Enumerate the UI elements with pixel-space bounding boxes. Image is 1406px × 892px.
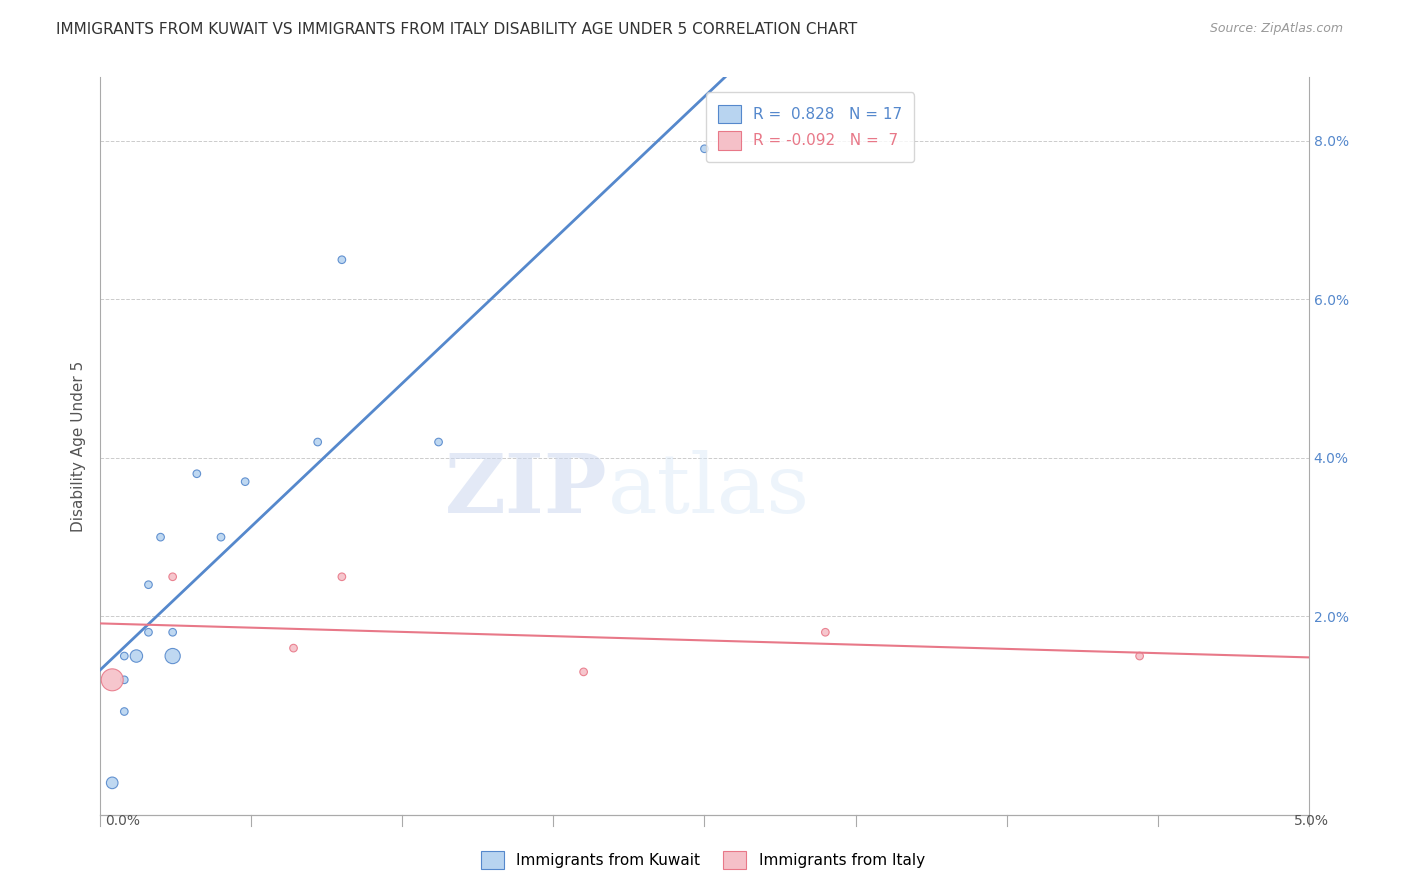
Point [209,530,232,544]
Point [814,625,837,640]
Point [330,570,353,584]
Point [307,435,329,450]
Legend: Immigrants from Kuwait, Immigrants from Italy: Immigrants from Kuwait, Immigrants from … [475,845,931,875]
Point [138,625,160,640]
Point [112,648,135,663]
Point [186,467,208,481]
Point [1129,648,1152,663]
Text: 5.0%: 5.0% [1294,814,1329,828]
Point [693,142,716,156]
Point [149,530,172,544]
Point [330,252,353,267]
Text: IMMIGRANTS FROM KUWAIT VS IMMIGRANTS FROM ITALY DISABILITY AGE UNDER 5 CORRELATI: IMMIGRANTS FROM KUWAIT VS IMMIGRANTS FRO… [56,22,858,37]
Y-axis label: Disability Age Under 5: Disability Age Under 5 [72,360,86,532]
Point [162,570,184,584]
Legend: R =  0.828   N = 17, R = -0.092   N =  7: R = 0.828 N = 17, R = -0.092 N = 7 [706,93,914,161]
Point [138,577,160,591]
Point [112,705,135,719]
Text: 0.0%: 0.0% [105,814,141,828]
Point [233,475,256,489]
Text: ZIP: ZIP [446,450,607,530]
Point [572,665,595,679]
Point [125,648,148,663]
Point [112,673,135,687]
Point [283,641,305,656]
Point [162,625,184,640]
Point [162,648,184,663]
Text: atlas: atlas [607,450,810,530]
Point [101,776,124,790]
Point [427,435,450,450]
Point [101,673,124,687]
Text: Source: ZipAtlas.com: Source: ZipAtlas.com [1209,22,1343,36]
